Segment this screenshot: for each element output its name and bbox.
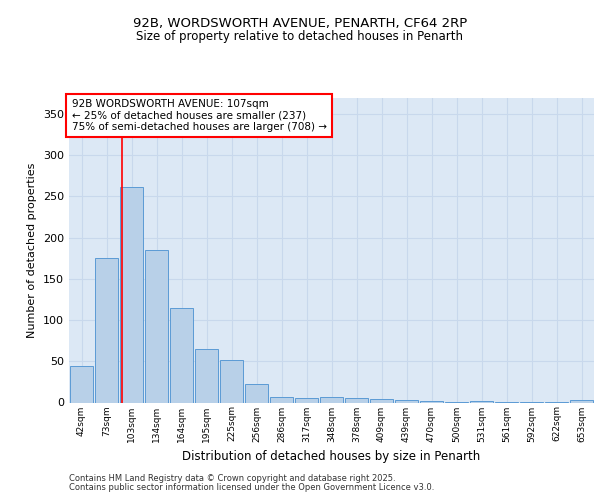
Text: 92B, WORDSWORTH AVENUE, PENARTH, CF64 2RP: 92B, WORDSWORTH AVENUE, PENARTH, CF64 2R… bbox=[133, 18, 467, 30]
Bar bbox=[145, 250, 168, 402]
Bar bbox=[70, 366, 93, 403]
Bar bbox=[120, 186, 143, 402]
Bar bbox=[470, 401, 493, 402]
Bar bbox=[270, 396, 293, 402]
Bar bbox=[195, 349, 218, 403]
Text: Contains HM Land Registry data © Crown copyright and database right 2025.: Contains HM Land Registry data © Crown c… bbox=[69, 474, 395, 483]
Bar bbox=[370, 399, 393, 402]
Bar bbox=[170, 308, 193, 402]
Text: Size of property relative to detached houses in Penarth: Size of property relative to detached ho… bbox=[137, 30, 464, 43]
Bar bbox=[295, 398, 318, 402]
Bar bbox=[220, 360, 243, 403]
X-axis label: Distribution of detached houses by size in Penarth: Distribution of detached houses by size … bbox=[182, 450, 481, 463]
Text: 92B WORDSWORTH AVENUE: 107sqm
← 25% of detached houses are smaller (237)
75% of : 92B WORDSWORTH AVENUE: 107sqm ← 25% of d… bbox=[71, 99, 326, 132]
Bar bbox=[420, 401, 443, 402]
Y-axis label: Number of detached properties: Number of detached properties bbox=[28, 162, 37, 338]
Bar bbox=[345, 398, 368, 402]
Text: Contains public sector information licensed under the Open Government Licence v3: Contains public sector information licen… bbox=[69, 483, 434, 492]
Bar bbox=[245, 384, 268, 402]
Bar bbox=[95, 258, 118, 402]
Bar bbox=[570, 400, 593, 402]
Bar bbox=[320, 396, 343, 402]
Bar bbox=[395, 400, 418, 402]
